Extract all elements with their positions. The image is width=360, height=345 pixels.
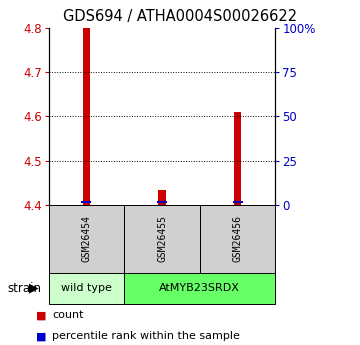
Text: GDS694 / ATHA0004S00026622: GDS694 / ATHA0004S00026622: [63, 9, 297, 23]
Text: ▶: ▶: [29, 282, 38, 295]
Text: GSM26454: GSM26454: [81, 215, 91, 263]
Text: ■: ■: [36, 331, 46, 341]
Text: ■: ■: [36, 310, 46, 321]
Bar: [234, 112, 241, 205]
Bar: [233, 201, 243, 204]
Text: AtMYB23SRDX: AtMYB23SRDX: [159, 283, 240, 293]
Bar: [157, 201, 167, 204]
Bar: [83, 28, 90, 205]
Text: strain: strain: [7, 282, 41, 295]
Bar: [81, 201, 91, 204]
Text: GSM26455: GSM26455: [157, 215, 167, 263]
Text: percentile rank within the sample: percentile rank within the sample: [52, 331, 240, 341]
Text: GSM26456: GSM26456: [233, 215, 243, 263]
Bar: [158, 190, 166, 205]
Text: count: count: [52, 310, 84, 321]
Text: wild type: wild type: [61, 283, 112, 293]
